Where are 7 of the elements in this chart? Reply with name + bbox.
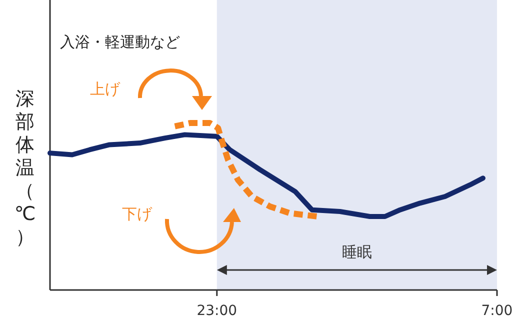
x-tick-label: 23:00 xyxy=(196,303,238,319)
x-tick-label: 7:00 xyxy=(481,303,513,319)
text: 上げ xyxy=(90,80,121,98)
annotation: 下げ xyxy=(122,205,153,223)
text: 入浴・軽運動など xyxy=(60,33,180,51)
y-axis-title: 深部体温（℃） xyxy=(14,88,36,248)
band-label: 睡眠 xyxy=(342,243,372,261)
